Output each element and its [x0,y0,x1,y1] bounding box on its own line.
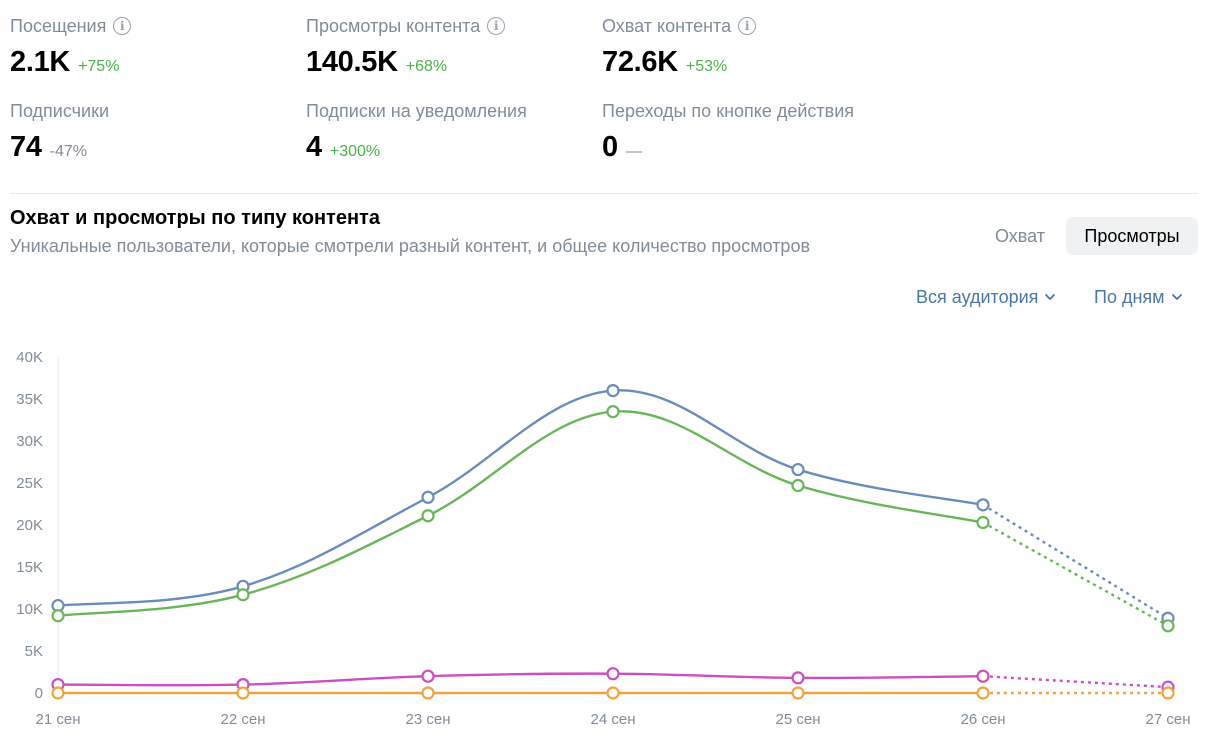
section-title: Охват и просмотры по типу контента [10,207,380,229]
data-point[interactable] [421,686,435,700]
data-point[interactable] [1161,619,1175,633]
audience-dropdown[interactable]: Вся аудитория [916,285,1056,309]
data-point[interactable] [791,462,805,477]
stat-content-views: Просмотры контента i 140.5K +68% [306,14,596,79]
stat-label: Переходы по кнопке действия [602,101,855,121]
data-point[interactable] [236,588,250,602]
x-tick-label: 26 сен [961,711,1006,728]
y-tick-label: 5K [25,643,43,660]
stat-delta: — [625,143,642,160]
stat-delta: -47% [49,143,88,160]
stat-value: 74 [10,131,42,163]
stat-label: Посещения [10,16,107,36]
data-point[interactable] [976,669,990,683]
data-point[interactable] [791,671,805,685]
stat-action-button-clicks: Переходы по кнопке действия 0 — [602,99,892,164]
info-icon[interactable]: i [487,17,506,35]
y-tick-label: 10K [16,601,43,618]
toggle-reach-button[interactable]: Охват [994,225,1046,246]
data-point[interactable] [421,509,435,523]
stat-value: 0 [602,131,618,163]
data-point[interactable] [606,667,620,681]
chevron-down-icon [1171,294,1182,300]
stat-value: 2.1K [10,46,71,78]
y-tick-label: 35K [16,391,43,408]
info-icon[interactable]: i [738,17,757,35]
y-tick-label: 0 [35,685,43,702]
period-dropdown-label: По дням [1094,286,1165,307]
stat-value: 72.6K [602,46,678,78]
series-line-projected [982,521,1169,627]
stat-label: Подписчики [10,101,110,121]
content-views-chart: 0 5K 10K 15K 20K 25K 30K 35K 40K 21 сен 22 сен 23 с… [16,349,1191,728]
data-point[interactable] [791,686,805,700]
series-line-projected [982,503,1169,620]
period-dropdown[interactable]: По дням [1094,285,1183,309]
y-tick-label: 30K [16,433,43,450]
stat-delta: +300% [329,143,381,160]
x-tick-label: 22 сен [221,711,266,728]
x-tick-label: 25 сен [776,711,821,728]
stat-subscribers: Подписчики 74 -47% [10,99,300,164]
x-tick-label: 24 сен [591,711,636,728]
data-point[interactable] [606,404,620,419]
stat-content-reach: Охват контента i 72.6K +53% [602,14,892,79]
data-point[interactable] [51,609,65,623]
data-point[interactable] [421,490,435,504]
chevron-down-icon [1045,294,1056,300]
series-line [57,672,984,687]
stat-value: 140.5K [306,46,398,78]
series-line-projected [982,675,1169,689]
stat-delta: +53% [685,58,728,75]
series-line [57,410,984,617]
stat-visits: Посещения i 2.1K +75% [10,14,300,79]
y-tick-label: 15K [16,559,43,576]
x-tick-label: 21 сен [36,711,81,728]
data-point[interactable] [1161,686,1175,700]
data-point[interactable] [421,669,435,683]
stat-value: 4 [306,131,322,163]
stat-label: Охват контента [602,16,732,36]
data-point[interactable] [606,686,620,700]
data-point[interactable] [51,686,65,700]
data-point[interactable] [236,686,250,700]
y-tick-label: 40K [16,349,43,366]
data-point[interactable] [976,686,990,700]
audience-dropdown-label: Вся аудитория [916,286,1039,307]
stat-delta: +68% [405,58,448,75]
x-tick-label: 27 сен [1146,711,1191,728]
y-tick-label: 25K [16,475,43,492]
y-tick-label: 20K [16,517,43,534]
data-point[interactable] [606,383,620,398]
stat-label: Подписки на уведомления [306,101,527,121]
stat-label: Просмотры контента [306,16,481,36]
section-subtitle: Уникальные пользователи, которые смотрел… [10,236,811,256]
series-line [57,389,984,607]
toggle-views-button[interactable]: Просмотры [1066,217,1198,255]
info-icon[interactable]: i [113,17,132,35]
stat-delta: +75% [78,58,120,75]
data-point[interactable] [976,515,990,530]
data-point[interactable] [791,478,805,493]
divider [10,193,1198,194]
stat-notification-subs: Подписки на уведомления 4 +300% [306,99,596,164]
data-point[interactable] [976,498,990,512]
x-tick-label: 23 сен [406,711,451,728]
